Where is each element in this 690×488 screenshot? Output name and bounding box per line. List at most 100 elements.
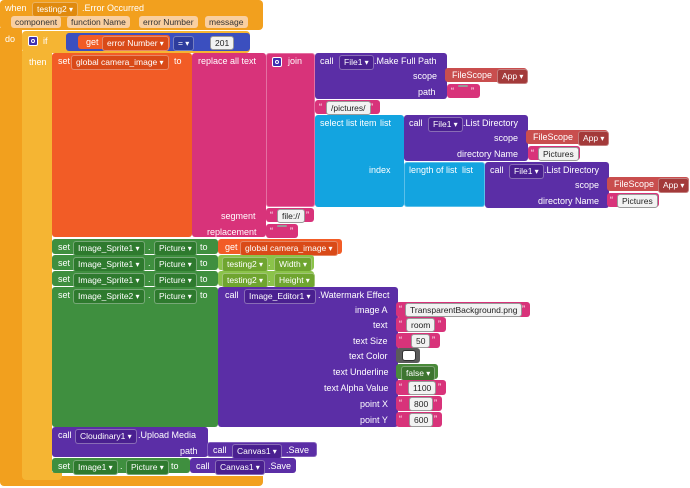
length-of-list-block[interactable] xyxy=(404,162,485,207)
file1-dropdown[interactable]: File1 xyxy=(428,117,463,132)
set-label: set xyxy=(58,290,71,300)
to-label: to xyxy=(171,461,179,471)
param-message[interactable]: message xyxy=(205,16,248,28)
sprite-dropdown[interactable]: Image_Sprite1 xyxy=(73,257,145,272)
to-label: to xyxy=(200,258,208,268)
param-component[interactable]: component xyxy=(11,16,62,28)
list-label: list xyxy=(380,118,391,128)
param-function-name[interactable]: function Name xyxy=(67,16,130,28)
do-label: do xyxy=(5,34,16,44)
file1-dropdown[interactable]: File1 xyxy=(509,164,544,179)
param-error-number[interactable]: error Number xyxy=(139,16,198,28)
call-label: call xyxy=(225,290,239,300)
pictures-text-value[interactable]: /pictures/ xyxy=(326,101,371,115)
text-size-value[interactable]: 50 xyxy=(411,334,431,348)
canvas-dropdown[interactable]: Canvas1 xyxy=(215,460,265,475)
property-dropdown[interactable]: Picture xyxy=(126,460,169,475)
path-text-block[interactable] xyxy=(447,84,480,98)
height-property-dropdown[interactable]: Height xyxy=(274,273,315,288)
select-list-item-block[interactable] xyxy=(315,115,404,207)
length-of-list-label: length of list xyxy=(409,165,458,175)
quote-open-icon: “ xyxy=(531,148,534,158)
quote-open-icon: “ xyxy=(270,226,273,236)
if-gear-icon[interactable] xyxy=(28,36,38,46)
join-block[interactable] xyxy=(266,53,315,207)
index-label: index xyxy=(369,165,391,175)
property-dropdown[interactable]: Picture xyxy=(154,257,197,272)
replace-all-text-block[interactable] xyxy=(192,53,266,237)
image-a-label: image A xyxy=(355,305,388,315)
replace-all-text-label: replace all text xyxy=(198,56,257,66)
set-label: set xyxy=(58,461,71,471)
make-full-path-method: .Make Full Path xyxy=(374,56,437,66)
call-label: call xyxy=(490,165,504,175)
segment-text-value[interactable]: file:// xyxy=(277,209,305,223)
replacement-text-block[interactable] xyxy=(266,224,298,238)
make-full-path-block[interactable] xyxy=(315,53,447,99)
point-y-value[interactable]: 600 xyxy=(409,413,434,427)
compare-op-dropdown[interactable]: = xyxy=(173,36,195,51)
replacement-text-value[interactable] xyxy=(277,225,287,227)
quote-open-icon: “ xyxy=(610,195,613,205)
watermark-effect-block[interactable] xyxy=(218,287,398,427)
quote-open-icon: “ xyxy=(451,86,454,96)
image-editor-dropdown[interactable]: Image_Editor1 xyxy=(244,289,316,304)
call-label: call xyxy=(196,461,210,471)
text-underline-label: text Underline xyxy=(333,367,389,377)
set-global-block[interactable] xyxy=(52,53,192,237)
alpha-value[interactable]: 1100 xyxy=(408,381,437,395)
event-component-dropdown[interactable]: testing2 xyxy=(32,2,79,17)
directory-name-label: directory Name xyxy=(457,149,519,159)
to-label: to xyxy=(174,56,182,66)
global-var-dropdown[interactable]: global camera_image xyxy=(240,241,338,256)
text-value[interactable]: room xyxy=(406,318,436,332)
filescope-app-dropdown[interactable]: App xyxy=(497,69,529,84)
underline-dropdown[interactable]: false xyxy=(401,366,436,381)
dot-label: . xyxy=(148,290,151,300)
get-label: get xyxy=(225,242,238,252)
join-gear-icon[interactable] xyxy=(272,57,282,67)
when-label: when xyxy=(5,3,27,13)
cloudinary-dropdown[interactable]: Cloudinary1 xyxy=(75,429,137,444)
testing2-dropdown[interactable]: testing2 xyxy=(222,273,269,288)
replacement-label: replacement xyxy=(207,227,257,237)
property-dropdown[interactable]: Picture xyxy=(154,289,197,304)
image-a-value[interactable]: TransparentBackground.png xyxy=(405,303,523,317)
dot-label: . xyxy=(148,242,151,252)
quote-close-icon: ” xyxy=(434,398,437,408)
path-text-value[interactable] xyxy=(458,85,468,87)
dir-text-value[interactable]: Pictures xyxy=(617,194,658,208)
filescope-app-dropdown[interactable]: App xyxy=(658,178,690,193)
sprite-dropdown[interactable]: Image_Sprite1 xyxy=(73,241,145,256)
sprite-dropdown[interactable]: Image_Sprite2 xyxy=(73,289,145,304)
sprite-dropdown[interactable]: Image_Sprite1 xyxy=(73,273,145,288)
quote-open-icon: “ xyxy=(399,319,402,329)
color-swatch[interactable] xyxy=(402,350,416,361)
canvas-dropdown[interactable]: Canvas1 xyxy=(232,444,282,459)
testing2-dropdown[interactable]: testing2 xyxy=(222,257,269,272)
image1-dropdown[interactable]: Image1 xyxy=(73,460,118,475)
call-label: call xyxy=(213,445,227,455)
text-color-label: text Color xyxy=(349,351,388,361)
file1-dropdown[interactable]: File1 xyxy=(339,55,374,70)
global-var-dropdown[interactable]: global camera_image xyxy=(71,55,169,70)
quote-close-icon: ” xyxy=(471,86,474,96)
filescope-label: FileScope xyxy=(614,179,655,189)
error-number-value[interactable]: 201 xyxy=(210,36,235,50)
dir-text-value[interactable]: Pictures xyxy=(538,147,579,161)
set-label: set xyxy=(58,274,71,284)
join-label: join xyxy=(288,56,303,66)
list-directory-block[interactable] xyxy=(485,162,609,208)
event-body xyxy=(0,28,22,480)
property-dropdown[interactable]: Picture xyxy=(154,273,197,288)
get-var-dropdown[interactable]: error Number xyxy=(102,36,169,51)
property-dropdown[interactable]: Picture xyxy=(154,241,197,256)
point-x-value[interactable]: 800 xyxy=(409,397,434,411)
filescope-label: FileScope xyxy=(452,70,493,80)
quote-close-icon: ” xyxy=(438,382,441,392)
list-directory-block[interactable] xyxy=(404,115,528,161)
set-sprite2-picture-block[interactable] xyxy=(52,287,218,427)
width-property-dropdown[interactable]: Width xyxy=(274,257,312,272)
filescope-app-dropdown[interactable]: App xyxy=(578,131,610,146)
if-body xyxy=(22,51,52,476)
